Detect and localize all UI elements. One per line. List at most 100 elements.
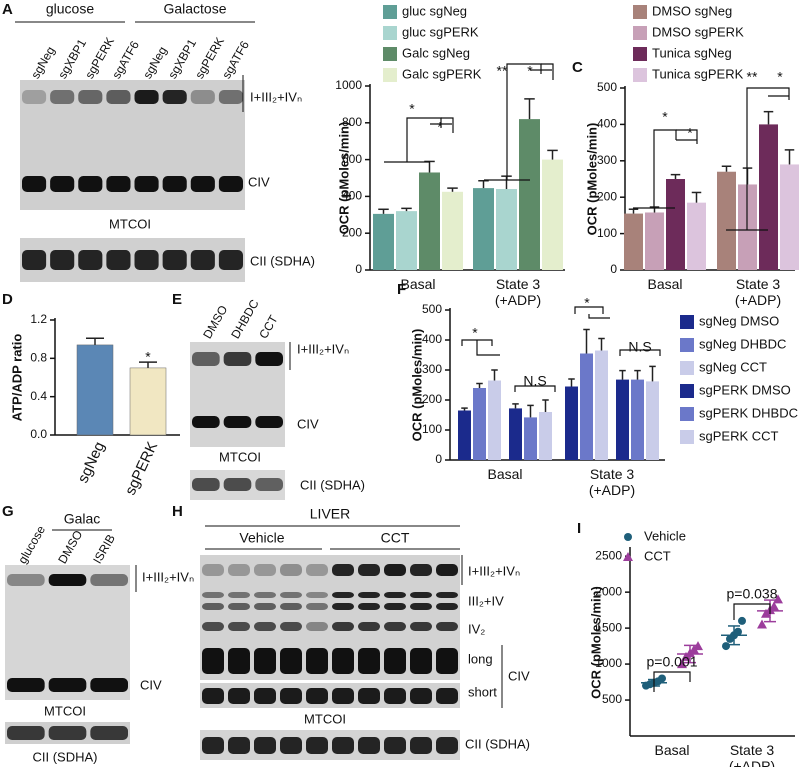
point [693, 641, 703, 651]
x-tick-label: State 3 (+ADP) [588, 466, 636, 498]
y-tick-label: 100 [422, 422, 442, 436]
blot-band [384, 603, 406, 610]
lane-label: glucose [15, 523, 48, 566]
blot-band [106, 250, 131, 270]
blot-band [384, 648, 406, 674]
blot-band [202, 622, 224, 631]
blot-band [228, 688, 250, 704]
blot-band [202, 564, 224, 576]
significance-bracket [406, 117, 442, 162]
annotation: p=0.038 [727, 586, 778, 602]
blot-band [332, 603, 354, 610]
y-tick-label: 600 [342, 152, 362, 166]
y-tick-label: 300 [422, 362, 442, 376]
legend-label: sgNeg DMSO [699, 313, 779, 328]
y-axis-label: OCR (pMoles/min) [584, 123, 599, 236]
blot-band [306, 603, 328, 610]
blot-band [306, 688, 328, 704]
blot-band [254, 592, 276, 598]
loading-label: CII (SDHA) [465, 736, 530, 751]
bar [458, 410, 471, 460]
blot-band [280, 564, 302, 576]
blot-band [384, 688, 406, 704]
y-tick-label: 0.8 [30, 351, 47, 365]
annotation: * [409, 101, 415, 117]
band-label: CIV [248, 174, 270, 189]
blot-band [410, 564, 432, 576]
blot-band [384, 564, 406, 576]
y-tick-label: 400 [342, 189, 362, 203]
annotation: * [437, 119, 443, 135]
blot-band [228, 603, 250, 610]
bar [488, 380, 501, 460]
bar [595, 350, 608, 460]
significance-bracket [676, 129, 698, 144]
blot-band [134, 90, 159, 104]
blot-band [436, 603, 458, 610]
lane-label: sgNeg [28, 44, 57, 81]
blot-band [358, 564, 380, 576]
significance-bracket [506, 63, 542, 180]
significance-bracket [476, 340, 500, 356]
blot-band [410, 603, 432, 610]
bar [442, 191, 463, 270]
annotation: ** [747, 69, 758, 85]
blot-band [228, 622, 250, 631]
y-axis-label: OCR (pMoles/min) [336, 122, 351, 235]
panel-letter: H [172, 503, 183, 520]
blot-band [332, 564, 354, 576]
panel-letter: I [577, 520, 581, 537]
blot-band [254, 688, 276, 704]
bar [373, 213, 394, 270]
lane-label: sgNeg [140, 44, 169, 81]
significance-bracket [588, 314, 610, 319]
legend-swatch [383, 26, 397, 40]
x-tick-label: Basal [647, 276, 683, 292]
blot-band [332, 648, 354, 674]
annotation: * [777, 69, 783, 85]
band-label: CIV [508, 668, 530, 683]
blot-title: LIVER [310, 506, 350, 522]
blot-band [254, 564, 276, 576]
lane-label: ISRIB [90, 532, 118, 566]
band-label: long [468, 651, 493, 666]
blot-band [332, 622, 354, 631]
bar [129, 367, 167, 436]
annotation: * [584, 295, 590, 311]
panel-letter: F [397, 281, 406, 298]
y-tick-label: 0 [355, 262, 362, 276]
annotation: * [687, 125, 693, 141]
significance-bracket [441, 117, 454, 133]
band-label: I+III₂+IVₙ [142, 569, 194, 584]
y-tick-label: 1000 [335, 78, 362, 92]
y-tick-label: 2500 [595, 548, 622, 562]
blot-band [306, 737, 328, 754]
bar [509, 408, 522, 460]
y-tick-label: 500 [597, 80, 617, 94]
blot-band [280, 648, 302, 674]
blot-band [218, 176, 243, 192]
blot-band [436, 688, 458, 704]
legend-swatch [680, 315, 694, 329]
blot-band [192, 352, 220, 366]
legend-label: Galc sgPERK [402, 66, 482, 81]
y-tick-label: 400 [597, 117, 617, 131]
legend-label: sgPERK DHBDC [699, 405, 798, 420]
blot-band [223, 478, 252, 491]
blot-band [202, 648, 224, 674]
y-tick-label: 0.4 [30, 389, 47, 403]
legend-swatch [383, 47, 397, 61]
blot-band [162, 176, 187, 192]
point [734, 627, 742, 636]
legend-label: DMSO sgNeg [652, 3, 732, 18]
blot-band [48, 678, 87, 692]
lane-label: DMSO [55, 528, 85, 566]
band-label: III₂+IV [468, 593, 504, 608]
point [677, 659, 687, 669]
y-tick-label: 200 [342, 225, 362, 239]
significance-bracket [619, 349, 661, 356]
significance-bracket [733, 603, 771, 620]
band-label: I+III₂+IVₙ [250, 89, 302, 104]
annotation: p=0.001 [647, 654, 698, 670]
